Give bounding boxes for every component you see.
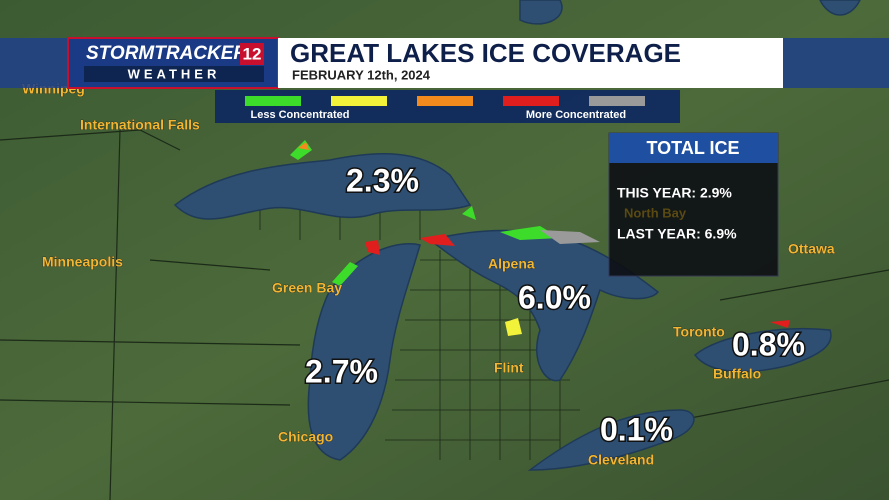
legend-swatch [503,96,559,106]
lake-michigan [307,243,421,461]
city-label: International Falls [80,117,200,133]
legend-label: More Concentrated [526,109,626,121]
lake-superior [173,153,472,220]
city-label: Green Bay [272,280,342,296]
legend-swatch [589,96,645,106]
ice-patches [290,140,790,336]
city-label: Toronto [673,324,725,340]
title-panel [278,38,783,88]
last-year: LAST YEAR: 6.9% [617,226,737,242]
brand-bottom-box [84,66,264,82]
lake-percent: 2.7% [305,353,378,389]
total-ice-title: TOTAL ICE [646,138,739,158]
lake-percent: 0.8% [732,326,805,362]
brand-num: 12 [243,44,262,63]
lake-percentages: 2.3% 6.0% 2.7% 0.8% 0.1% [304,161,807,449]
legend-swatch [245,96,301,106]
lake-percent: 6.0% [518,279,591,315]
city-label: Cleveland [588,452,654,468]
legend-swatch [331,96,387,106]
city-label: Ottawa [788,241,835,257]
legend-panel [215,90,680,123]
city-label: Buffalo [713,366,761,382]
northern-lakes [519,0,861,25]
this-year: THIS YEAR: 2.9% [617,185,732,201]
title: GREAT LAKES ICE COVERAGE [290,38,681,68]
brand-bottom: WEATHER [128,66,221,81]
total-ice-box: TOTAL ICE THIS YEAR: 2.9% North Bay LAST… [608,132,779,277]
borders [0,129,889,500]
city-label: Alpena [488,256,535,272]
legend-label: Less Concentrated [250,109,349,121]
header: STORMTRACKER 12 WEATHER GREAT LAKES ICE … [0,37,889,89]
background-city: North Bay [624,205,687,220]
total-ice-header [609,133,778,163]
lake-ontario [693,327,832,373]
brand-num-box [240,43,264,65]
legend: Less Concentrated More Concentrated [215,90,680,123]
city-label: Minneapolis [42,254,123,270]
lake-percent: 2.3% [346,162,419,198]
date: FEBRUARY 12th, 2024 [292,67,431,82]
lake-erie [527,409,695,471]
city-label: Chicago [278,429,333,445]
legend-swatch [417,96,473,106]
city-label: Flint [494,360,524,376]
brand-top: STORMTRACKER [86,43,247,64]
lake-percent: 0.1% [600,411,673,447]
